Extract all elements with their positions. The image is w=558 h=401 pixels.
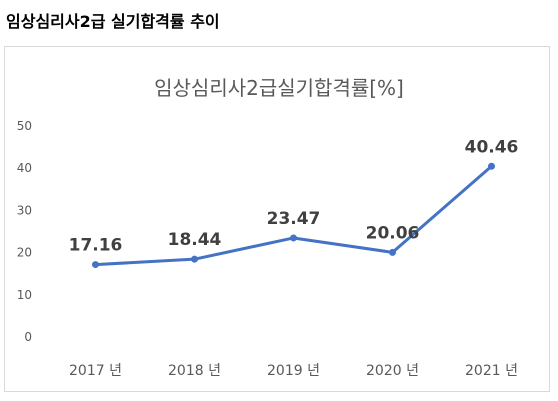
data-point [290,234,297,242]
y-tick-label: 50 [17,119,32,133]
data-point [488,162,495,170]
x-tick-label: 2017 년 [69,363,122,379]
data-label: 18.44 [168,230,222,250]
data-label: 40.46 [465,137,519,157]
chart-title: 임상심리사2급실기합격률[%] [154,76,404,100]
y-tick-label: 20 [17,246,32,260]
data-label: 17.16 [69,236,123,256]
x-tick-label: 2021 년 [465,363,518,379]
data-label: 23.47 [267,209,321,229]
plot-area: 17.16 18.44 23.47 20.06 40.46 [69,137,519,269]
data-label: 20.06 [366,223,420,243]
x-tick-label: 2020 년 [366,363,419,379]
x-tick-label: 2018 년 [168,363,221,379]
y-tick-label: 30 [17,203,32,217]
y-tick-label: 40 [17,161,32,175]
x-tick-label: 2019 년 [267,363,320,379]
y-tick-label: 0 [24,330,32,344]
chart-frame [4,46,550,392]
data-point [389,248,396,256]
data-point [92,261,99,269]
y-axis: 0 10 20 30 40 50 [17,119,32,344]
data-point [191,255,198,263]
page-heading: 임상심리사2급 실기합격률 추이 [6,12,220,31]
x-axis: 2017 년 2018 년 2019 년 2020 년 2021 년 [69,363,518,379]
y-tick-label: 10 [17,288,32,302]
